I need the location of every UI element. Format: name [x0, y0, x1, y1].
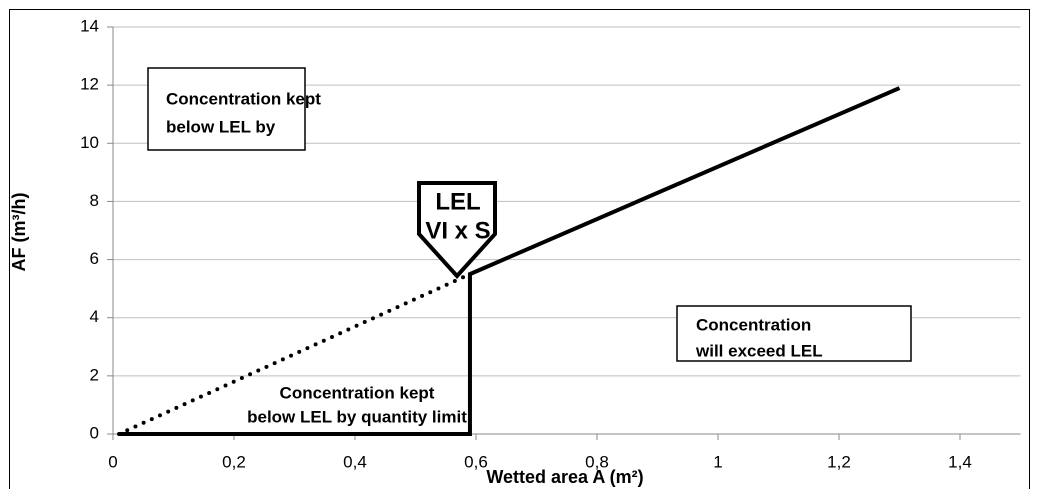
- annotation-box: [417, 181, 497, 279]
- y-tick-label: 8: [90, 191, 99, 210]
- x-tick-label: 1,2: [827, 452, 851, 471]
- x-tick-label: 0,2: [222, 452, 246, 471]
- annotation-text: below LEL by: [166, 117, 276, 136]
- annotation-text: VI x S: [425, 217, 490, 244]
- x-tick-label: 0: [108, 452, 117, 471]
- x-axis-label: Wetted area A (m²): [486, 467, 643, 487]
- x-tick-label: 0,4: [343, 452, 367, 471]
- x-tick-label: 1,4: [948, 452, 972, 471]
- x-tick-label: 0,6: [464, 452, 488, 471]
- annotation-text: Concentration kept: [280, 383, 435, 402]
- annotation-text: LEL: [435, 188, 480, 215]
- y-axis-label: AF (m³/h): [9, 193, 29, 272]
- series-line: [117, 272, 472, 436]
- y-tick-label: 2: [90, 365, 99, 384]
- y-tick-label: 0: [90, 423, 99, 442]
- annotation-box: [147, 67, 306, 151]
- y-tick-label: 12: [80, 75, 99, 94]
- x-tick-label: 0,8: [585, 452, 609, 471]
- chart-frame: [9, 9, 1030, 489]
- y-tick-label: 14: [80, 16, 99, 35]
- series-line: [119, 86, 901, 436]
- annotation-text: will exceed LEL: [695, 341, 823, 360]
- y-tick-label: 10: [80, 133, 99, 152]
- annotation-text: below LEL by quantity limit: [247, 407, 467, 426]
- y-tick-label: 6: [90, 249, 99, 268]
- annotation-box: [676, 305, 912, 362]
- annotation-text: Concentration: [696, 315, 811, 334]
- x-tick-label: 1: [713, 452, 722, 471]
- annotation-text: Concentration kept: [166, 89, 321, 108]
- y-tick-label: 4: [90, 307, 99, 326]
